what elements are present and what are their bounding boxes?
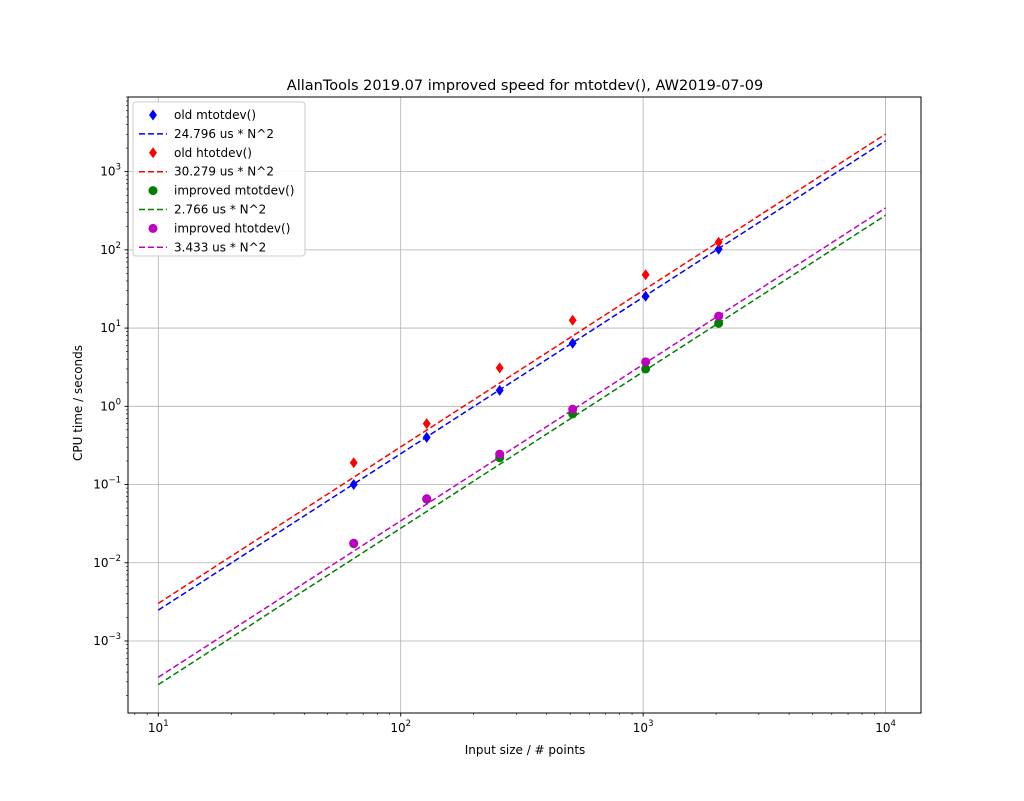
data-point bbox=[641, 269, 650, 281]
fit-line bbox=[157, 207, 886, 678]
legend-entry: 3.433 us * N^2 bbox=[139, 240, 266, 254]
legend-entry: 24.796 us * N^2 bbox=[139, 127, 274, 141]
legend-label: old mtotdev() bbox=[174, 108, 256, 122]
y-tick-label: 102 bbox=[100, 241, 121, 257]
data-point bbox=[349, 457, 358, 469]
data-point bbox=[641, 290, 650, 302]
data-point bbox=[714, 236, 723, 248]
data-point bbox=[349, 538, 359, 548]
fit-line bbox=[157, 133, 886, 604]
legend-box bbox=[132, 101, 306, 257]
legend-marker bbox=[149, 147, 157, 159]
data-point bbox=[422, 431, 431, 443]
legend-marker bbox=[148, 186, 158, 196]
data-point bbox=[568, 314, 577, 326]
data-point bbox=[568, 404, 578, 414]
legend-entry: 2.766 us * N^2 bbox=[139, 203, 266, 217]
y-tick-label: 101 bbox=[100, 319, 121, 335]
legend-label: improved htotdev() bbox=[174, 221, 290, 235]
legend-label: 30.279 us * N^2 bbox=[174, 165, 274, 179]
legend-entry: improved htotdev() bbox=[148, 221, 290, 235]
legend-marker bbox=[149, 109, 157, 121]
data-point bbox=[422, 418, 431, 430]
legend-entry: 30.279 us * N^2 bbox=[139, 165, 274, 179]
legend-label: 24.796 us * N^2 bbox=[174, 127, 274, 141]
legend-entry: old htotdev() bbox=[149, 146, 252, 160]
x-tick-label: 102 bbox=[390, 719, 411, 735]
legend-marker bbox=[148, 223, 158, 233]
legend: old mtotdev() 24.796 us * N^2 old htotdev(… bbox=[132, 101, 306, 257]
legend-label: improved mtotdev() bbox=[174, 184, 294, 198]
y-axis-label: CPU time / seconds bbox=[71, 345, 85, 461]
data-point bbox=[495, 449, 505, 459]
data-point bbox=[714, 243, 723, 255]
data-point bbox=[495, 362, 504, 374]
legend-label: old htotdev() bbox=[174, 146, 252, 160]
data-point bbox=[568, 337, 577, 349]
data-point bbox=[349, 479, 358, 491]
x-tick-label: 103 bbox=[633, 719, 654, 735]
y-tick-label: 10−3 bbox=[93, 632, 121, 648]
data-point bbox=[641, 364, 651, 374]
data-point bbox=[714, 311, 724, 321]
legend-label: 3.433 us * N^2 bbox=[174, 240, 266, 254]
data-point bbox=[641, 357, 651, 367]
chart-title: AllanTools 2019.07 improved speed for mt… bbox=[287, 78, 763, 94]
y-tick-label: 100 bbox=[100, 397, 121, 413]
data-point bbox=[714, 318, 724, 328]
x-axis-label: Input size / # points bbox=[465, 743, 586, 757]
fit-line bbox=[157, 140, 886, 611]
legend-label: 2.766 us * N^2 bbox=[174, 203, 266, 217]
legend-entry: old mtotdev() bbox=[149, 108, 256, 122]
legend-entry: improved mtotdev() bbox=[148, 184, 294, 198]
data-point bbox=[422, 494, 432, 504]
plot-frame bbox=[127, 96, 922, 714]
y-tick-label: 103 bbox=[100, 163, 121, 179]
y-tick-label: 10−1 bbox=[93, 476, 121, 492]
x-tick-label: 104 bbox=[875, 719, 896, 735]
data-point bbox=[495, 384, 504, 396]
fit-line bbox=[157, 214, 886, 686]
x-tick-label: 101 bbox=[148, 719, 169, 735]
y-tick-label: 10−2 bbox=[93, 554, 121, 570]
